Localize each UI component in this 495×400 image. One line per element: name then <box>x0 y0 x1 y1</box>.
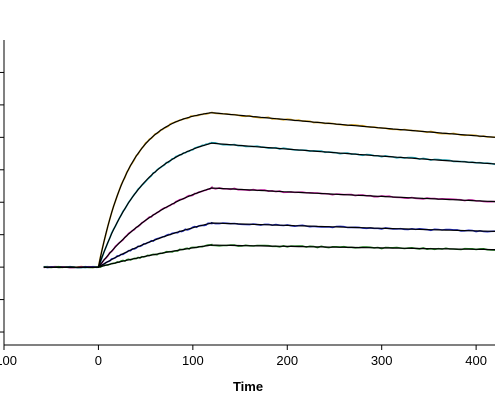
series-2-fit-line <box>44 188 495 267</box>
fit-curves <box>44 113 495 267</box>
axes <box>4 40 495 345</box>
x-tick-label-4: 300 <box>371 353 393 368</box>
series-0-fit-line <box>44 113 495 267</box>
series-2-line <box>44 188 495 268</box>
x-tick-labels: -100 0 100 200 300 400 <box>0 353 487 368</box>
x-tick-label-5: 400 <box>465 353 487 368</box>
series-4-fit-line <box>44 245 495 267</box>
series-0-line <box>44 113 495 268</box>
x-tick-label-0: -100 <box>0 353 17 368</box>
x-tick-label-1: 0 <box>95 353 102 368</box>
x-tick-label-3: 200 <box>276 353 298 368</box>
x-axis-title: Time <box>233 379 263 394</box>
data-series <box>44 113 495 268</box>
tick-marks <box>0 72 476 350</box>
x-tick-label-2: 100 <box>182 353 204 368</box>
